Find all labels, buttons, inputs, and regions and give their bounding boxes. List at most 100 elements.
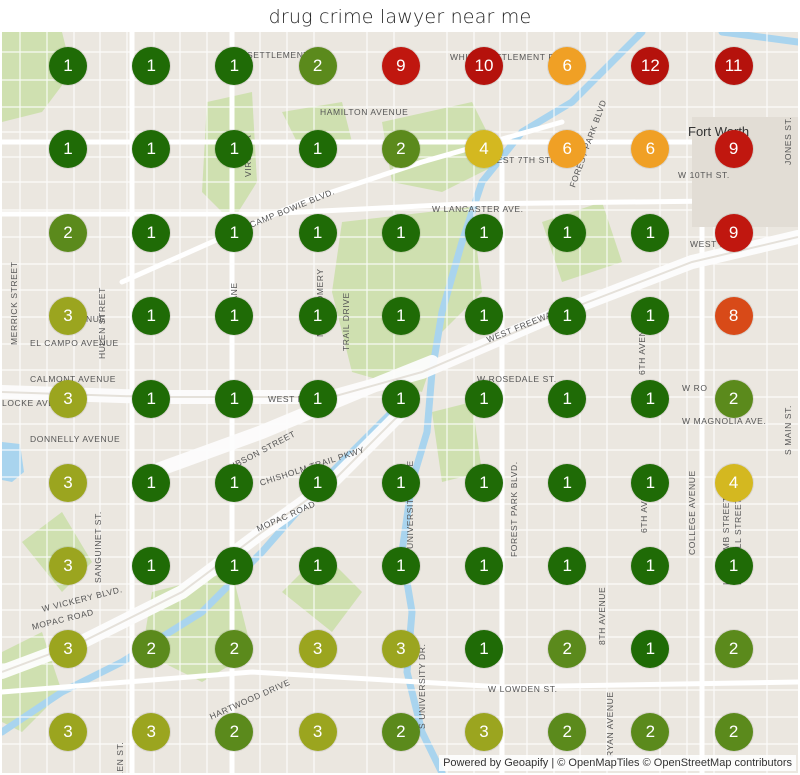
rank-marker[interactable]: 1	[548, 213, 587, 252]
rank-marker[interactable]: 1	[298, 130, 337, 169]
rank-marker[interactable]: 1	[631, 463, 670, 502]
rank-marker[interactable]: 1	[132, 47, 171, 85]
rank-marker[interactable]: 3	[49, 546, 87, 585]
rank-marker[interactable]: 1	[381, 296, 420, 335]
rank-marker[interactable]: 1	[465, 380, 503, 419]
geoapify-link[interactable]: Geoapify	[504, 757, 549, 769]
rank-marker[interactable]: 3	[49, 296, 87, 335]
rank-marker[interactable]: 1	[215, 47, 254, 85]
rank-marker[interactable]: 11	[714, 47, 753, 85]
attribution-prefix: Powered by	[443, 757, 502, 769]
street-label-w7th: WEST 7TH STREET	[488, 155, 576, 165]
rank-marker[interactable]: 3	[298, 713, 337, 752]
rank-marker[interactable]: 3	[49, 380, 87, 419]
street-label-west-f: WEST F	[268, 394, 304, 404]
rank-marker[interactable]: 9	[381, 47, 420, 85]
rank-marker[interactable]: 2	[381, 130, 420, 169]
openmaptiles-link[interactable]: © OpenMapTiles	[557, 757, 640, 769]
rank-marker[interactable]: 2	[215, 713, 254, 752]
rank-marker[interactable]: 1	[465, 213, 503, 252]
rank-marker[interactable]: 2	[548, 713, 587, 752]
rank-marker[interactable]: 2	[714, 713, 753, 752]
rank-marker[interactable]: 1	[132, 463, 171, 502]
rank-marker[interactable]: 1	[215, 380, 254, 419]
rank-marker[interactable]: 1	[631, 546, 670, 585]
rank-marker[interactable]: 1	[49, 47, 87, 85]
rank-marker[interactable]: 2	[714, 630, 753, 669]
rank-marker[interactable]: 1	[298, 546, 337, 585]
rank-marker[interactable]: 3	[298, 630, 337, 669]
rank-marker[interactable]: 1	[215, 130, 254, 169]
rank-marker[interactable]: 4	[714, 463, 753, 502]
rank-marker[interactable]: 9	[714, 130, 753, 169]
rank-marker[interactable]: 10	[465, 47, 503, 85]
street-label-jones: JONES ST.	[783, 116, 793, 165]
rank-marker[interactable]: 6	[631, 130, 670, 169]
rank-marker[interactable]: 1	[548, 296, 587, 335]
rank-marker[interactable]: 3	[49, 463, 87, 502]
rank-marker[interactable]: 1	[381, 463, 420, 502]
attribution-separator: |	[548, 757, 558, 769]
rank-marker[interactable]: 1	[298, 213, 337, 252]
rank-marker[interactable]: 1	[548, 463, 587, 502]
rank-marker[interactable]: 2	[298, 47, 337, 85]
rank-marker[interactable]: 1	[631, 380, 670, 419]
rank-marker[interactable]: 1	[631, 213, 670, 252]
rank-marker[interactable]: 1	[215, 546, 254, 585]
rank-marker[interactable]: 3	[49, 713, 87, 752]
map-canvas[interactable]: WHITE SETTLEMENT RD. TE SETTLEMENT RD. H…	[2, 32, 798, 773]
rank-marker[interactable]: 2	[132, 630, 171, 669]
rank-marker[interactable]: 2	[49, 213, 87, 252]
rank-marker[interactable]: 2	[714, 380, 753, 419]
rank-marker[interactable]: 1	[132, 380, 171, 419]
rank-marker[interactable]: 1	[465, 630, 503, 669]
rank-marker[interactable]: 2	[631, 713, 670, 752]
rank-marker[interactable]: 6	[548, 130, 587, 169]
street-label-ryan: RYAN AVENUE	[605, 691, 615, 757]
rank-marker[interactable]: 4	[465, 130, 503, 169]
street-label-white-settlement: WHITE SETTLEMENT RD.	[450, 52, 565, 62]
rank-marker[interactable]: 1	[631, 296, 670, 335]
rank-marker[interactable]: 1	[298, 463, 337, 502]
rank-marker[interactable]: 1	[132, 130, 171, 169]
rank-marker[interactable]: 1	[215, 296, 254, 335]
rank-marker[interactable]: 12	[631, 47, 670, 85]
openstreetmap-link[interactable]: © OpenStreetMap	[642, 757, 732, 769]
rank-marker[interactable]: 3	[49, 630, 87, 669]
rank-marker[interactable]: 1	[465, 296, 503, 335]
rank-marker[interactable]: 1	[548, 546, 587, 585]
rank-marker[interactable]: 3	[132, 713, 171, 752]
rank-marker[interactable]: 1	[132, 546, 171, 585]
street-label-settlement-left: TE SETTLEMENT RD.	[232, 50, 329, 60]
rank-marker[interactable]: 1	[465, 546, 503, 585]
rank-marker[interactable]: 1	[548, 380, 587, 419]
street-label-trail-drive: TRAIL DRIVE	[341, 292, 351, 351]
rank-marker[interactable]: 1	[381, 546, 420, 585]
rank-marker[interactable]: 1	[381, 380, 420, 419]
street-label-rosedale: W ROSEDALE ST.	[477, 374, 557, 384]
rank-marker[interactable]: 1	[132, 296, 171, 335]
rank-marker[interactable]: 8	[714, 296, 753, 335]
rank-marker[interactable]: 1	[49, 130, 87, 169]
rank-marker[interactable]: 3	[465, 713, 503, 752]
rank-marker[interactable]: 1	[215, 463, 254, 502]
rank-marker[interactable]: 1	[381, 213, 420, 252]
map-attribution: Powered by Geoapify | © OpenMapTiles © O…	[439, 755, 796, 771]
rank-marker[interactable]: 1	[298, 380, 337, 419]
street-label-8th: 8TH AVENUE	[597, 586, 607, 645]
rank-marker[interactable]: 2	[548, 630, 587, 669]
rank-marker[interactable]: 2	[381, 713, 420, 752]
street-label-west-fw: WEST FW	[690, 239, 735, 249]
rank-marker[interactable]: 3	[381, 630, 420, 669]
rank-marker[interactable]: 1	[714, 546, 753, 585]
rank-marker[interactable]: 2	[215, 630, 254, 669]
rank-marker[interactable]: 1	[298, 296, 337, 335]
street-label-len: LEN ST.	[115, 741, 125, 773]
rank-marker[interactable]: 1	[215, 213, 254, 252]
rank-marker[interactable]: 1	[631, 630, 670, 669]
rank-marker[interactable]: 1	[132, 213, 171, 252]
street-label-calmont: CALMONT AVENUE	[30, 374, 117, 384]
rank-marker[interactable]: 1	[465, 463, 503, 502]
rank-marker[interactable]: 9	[714, 213, 753, 252]
rank-marker[interactable]: 6	[548, 47, 587, 85]
